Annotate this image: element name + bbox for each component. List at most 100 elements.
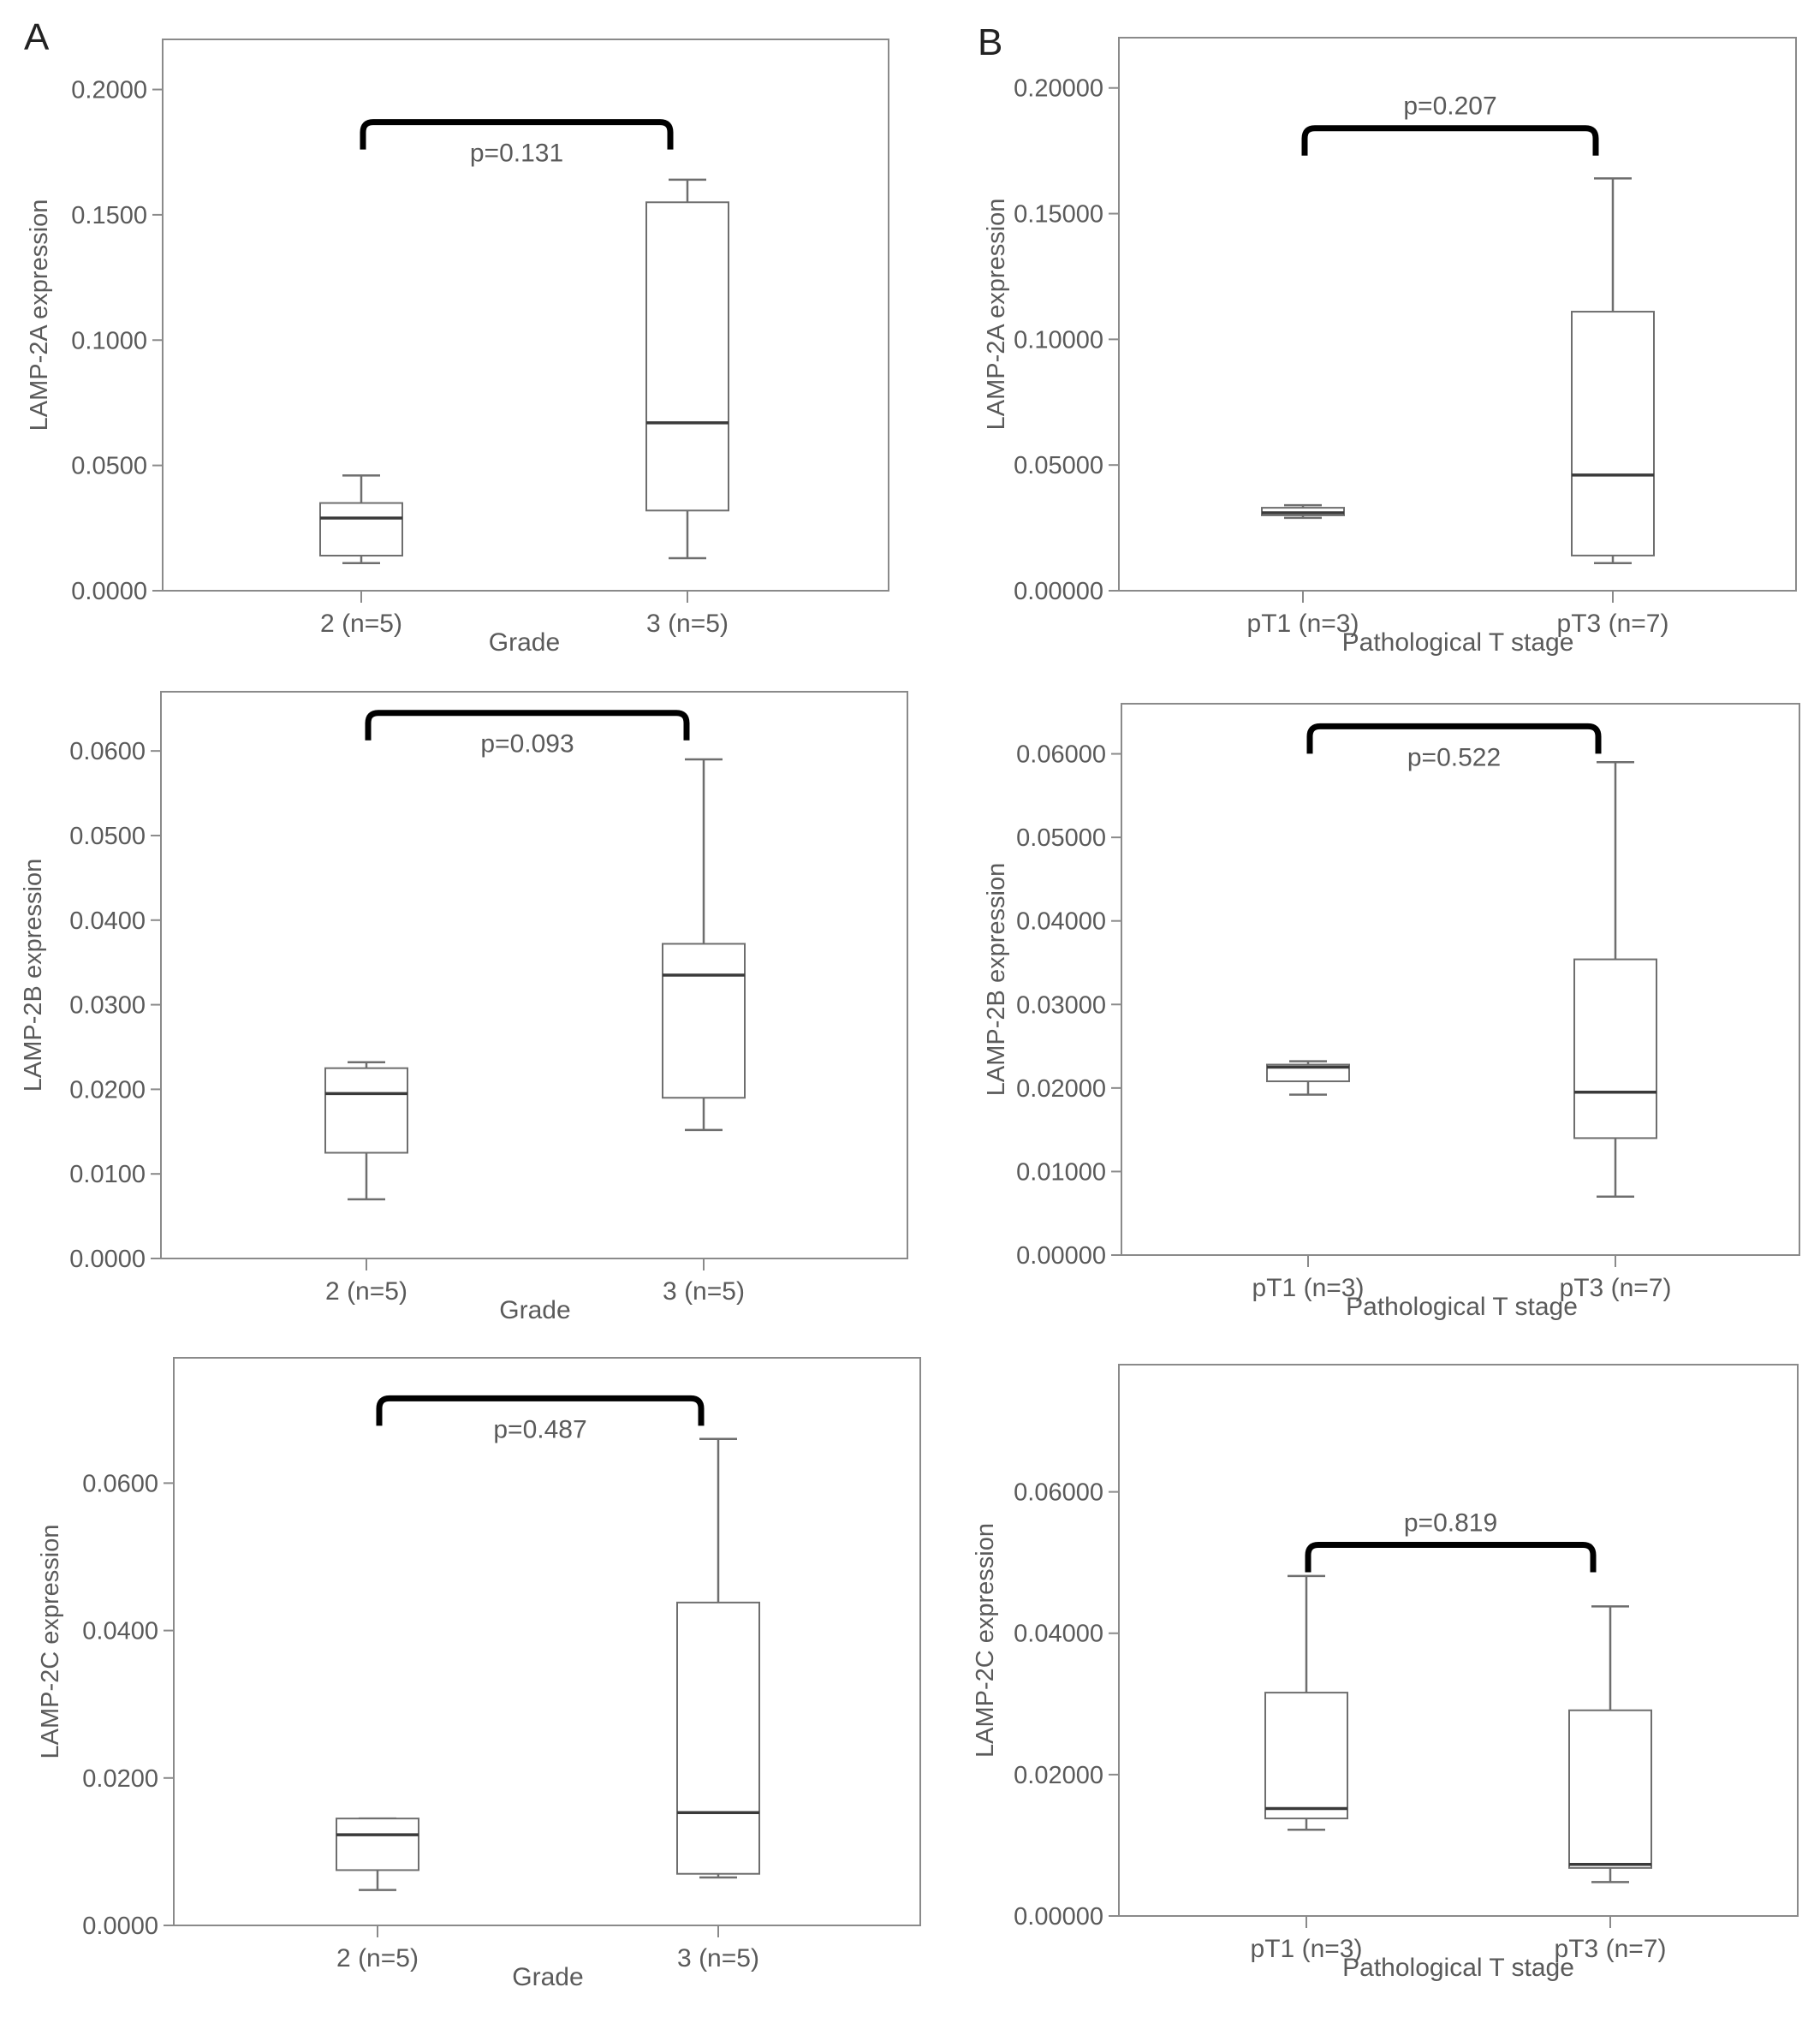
y-tick-label: 0.01000 bbox=[1016, 1158, 1106, 1186]
y-tick-label: 0.0400 bbox=[69, 907, 146, 935]
y-tick-label: 0.10000 bbox=[1014, 326, 1103, 354]
iqr-box bbox=[662, 943, 746, 1099]
y-tick-label: 0.05000 bbox=[1014, 452, 1103, 479]
y-tick-label: 0.02000 bbox=[1016, 1075, 1106, 1103]
y-tick-label: 0.06000 bbox=[1014, 1479, 1103, 1507]
plot-frame bbox=[1121, 703, 1800, 1256]
y-axis-label: LAMP-2C expression bbox=[972, 1523, 999, 1758]
y-tick-label: 0.1000 bbox=[71, 327, 147, 354]
p-value-label: p=0.487 bbox=[493, 1415, 586, 1443]
y-tick-label: 0.06000 bbox=[1016, 741, 1106, 769]
x-tick-label: pT3 (n=7) bbox=[1560, 1274, 1672, 1302]
x-axis-label: Grade bbox=[512, 1963, 583, 1991]
y-axis-label: LAMP-2B expression bbox=[983, 863, 1010, 1096]
x-axis-label: Grade bbox=[489, 628, 560, 657]
significance-bracket bbox=[1306, 723, 1602, 754]
iqr-box bbox=[1568, 1709, 1652, 1869]
y-axis-label: LAMP-2B expression bbox=[20, 859, 47, 1092]
x-tick-label: pT1 (n=3) bbox=[1252, 1274, 1365, 1302]
box-1 bbox=[1264, 1574, 1348, 1831]
iqr-box bbox=[1266, 1063, 1350, 1083]
y-tick-label: 0.0400 bbox=[82, 1618, 158, 1645]
box-chart-3: 0.0000 0.0100 0.0200 0.0300 0.0400 0.0500 0.06… bbox=[20, 691, 908, 1324]
box-1 bbox=[319, 474, 403, 565]
plot-frame bbox=[1118, 37, 1797, 592]
x-tick-label: 3 (n=5) bbox=[663, 1277, 745, 1306]
box-chart-1: 0.0000 0.0500 0.1000 0.1500 0.2000 LAMP-2A ex… bbox=[26, 39, 889, 657]
plot-frame bbox=[1118, 1364, 1799, 1917]
y-tick-label: 0.0000 bbox=[69, 1246, 146, 1273]
y-tick-label: 0.0600 bbox=[69, 738, 146, 765]
x-tick-label: pT1 (n=3) bbox=[1247, 610, 1359, 638]
box-2 bbox=[1568, 1605, 1652, 1883]
significance-bracket bbox=[365, 710, 690, 741]
box-chart-2: 0.00000 0.05000 0.10000 0.15000 0.20000 LAMP-… bbox=[983, 37, 1797, 657]
box-2 bbox=[645, 178, 729, 560]
y-tick-label: 0.0200 bbox=[82, 1765, 158, 1793]
iqr-box bbox=[676, 1601, 760, 1875]
x-tick-label: 2 (n=5) bbox=[320, 610, 402, 638]
y-tick-label: 0.0000 bbox=[82, 1913, 158, 1940]
box-2 bbox=[1573, 761, 1657, 1198]
y-tick-label: 0.03000 bbox=[1016, 991, 1106, 1019]
significance-bracket bbox=[1305, 1542, 1597, 1573]
y-tick-label: 0.20000 bbox=[1014, 75, 1103, 103]
plot-frame bbox=[162, 39, 889, 592]
box-1 bbox=[1266, 1060, 1350, 1096]
x-tick-label: 3 (n=5) bbox=[677, 1944, 759, 1972]
y-axis-label: LAMP-2C expression bbox=[37, 1525, 64, 1759]
box-chart-5: 0.0000 0.0200 0.0400 0.0600 LAMP-2C expressi… bbox=[37, 1357, 921, 1991]
plot-frame bbox=[160, 691, 908, 1259]
box-2 bbox=[1571, 177, 1655, 564]
significance-bracket bbox=[376, 1395, 705, 1426]
box-2 bbox=[676, 1437, 760, 1879]
y-tick-label: 0.0600 bbox=[82, 1470, 158, 1497]
x-tick-label: pT3 (n=7) bbox=[1555, 1935, 1667, 1963]
y-tick-label: 0.0500 bbox=[69, 823, 146, 850]
y-tick-label: 0.00000 bbox=[1014, 1903, 1103, 1931]
iqr-box bbox=[319, 502, 403, 557]
y-tick-label: 0.0000 bbox=[71, 578, 147, 605]
box-1 bbox=[336, 1817, 419, 1891]
x-axis-label: Pathological T stage bbox=[1342, 628, 1574, 657]
x-axis-label: Pathological T stage bbox=[1346, 1293, 1578, 1321]
significance-bracket bbox=[360, 119, 674, 150]
y-tick-label: 0.00000 bbox=[1014, 578, 1103, 605]
iqr-box bbox=[324, 1067, 408, 1154]
y-tick-label: 0.2000 bbox=[71, 77, 147, 104]
x-axis-label: Grade bbox=[499, 1296, 570, 1324]
x-tick-label: 3 (n=5) bbox=[646, 610, 729, 638]
x-tick-label: pT1 (n=3) bbox=[1251, 1935, 1363, 1963]
y-tick-label: 0.04000 bbox=[1014, 1621, 1103, 1648]
y-tick-label: 0.02000 bbox=[1014, 1762, 1103, 1789]
x-tick-label: 2 (n=5) bbox=[325, 1277, 407, 1306]
y-tick-label: 0.15000 bbox=[1014, 201, 1103, 229]
y-tick-label: 0.0100 bbox=[69, 1161, 146, 1188]
iqr-box bbox=[336, 1818, 419, 1871]
y-axis-label: LAMP-2A expression bbox=[983, 199, 1010, 431]
x-tick-label: pT3 (n=7) bbox=[1557, 610, 1669, 638]
p-value-label: p=0.522 bbox=[1407, 743, 1501, 771]
iqr-box bbox=[645, 201, 729, 512]
box-plot-grid: 0.0000 0.0500 0.1000 0.1500 0.2000 LAMP-2A ex… bbox=[20, 37, 1800, 1991]
box-2 bbox=[662, 758, 746, 1132]
x-axis-label: Pathological T stage bbox=[1342, 1954, 1574, 1982]
y-tick-label: 0.04000 bbox=[1016, 908, 1106, 936]
y-tick-label: 0.05000 bbox=[1016, 824, 1106, 852]
panel-letter-b: B bbox=[978, 21, 1002, 63]
iqr-box bbox=[1571, 311, 1655, 556]
p-value-label: p=0.207 bbox=[1403, 92, 1496, 121]
panel-letter-a: A bbox=[24, 16, 50, 58]
box-chart-4: 0.00000 0.01000 0.02000 0.03000 0.04000 0.050… bbox=[983, 703, 1800, 1321]
iqr-box bbox=[1573, 958, 1657, 1139]
y-tick-label: 0.0200 bbox=[69, 1076, 146, 1104]
iqr-box bbox=[1264, 1692, 1348, 1820]
box-chart-6: 0.00000 0.02000 0.04000 0.06000 LAMP-2C expr… bbox=[972, 1364, 1799, 1982]
y-axis-label: LAMP-2A expression bbox=[26, 199, 53, 431]
box-1 bbox=[1261, 503, 1345, 520]
y-tick-label: 0.1500 bbox=[71, 202, 147, 229]
y-tick-label: 0.00000 bbox=[1016, 1242, 1106, 1270]
y-tick-label: 0.0500 bbox=[71, 453, 147, 480]
significance-bracket bbox=[1301, 125, 1599, 156]
